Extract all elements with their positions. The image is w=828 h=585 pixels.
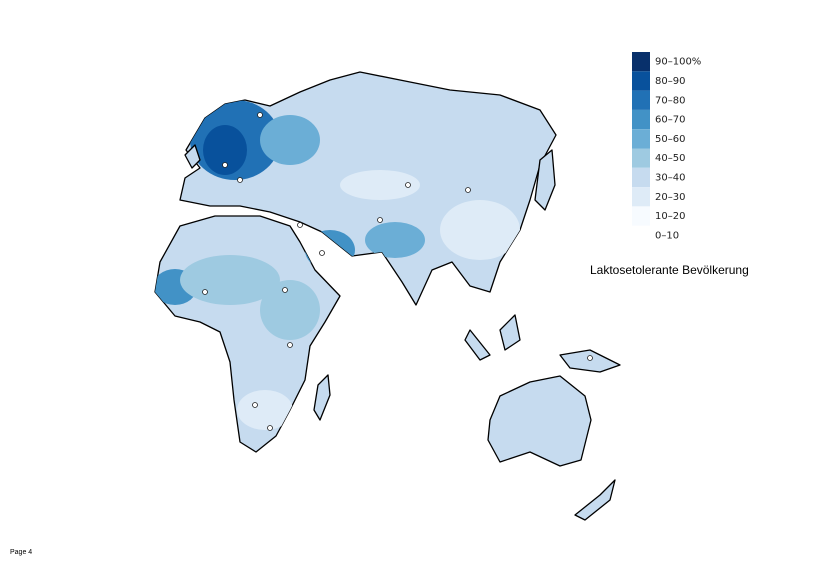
island bbox=[464, 329, 491, 361]
legend-swatch bbox=[632, 90, 650, 110]
point bbox=[465, 187, 471, 193]
point bbox=[267, 425, 273, 431]
point bbox=[405, 182, 411, 188]
legend-label: 50–60 bbox=[655, 134, 685, 145]
island bbox=[313, 374, 331, 421]
page-number: Page 4 bbox=[10, 549, 32, 556]
point bbox=[377, 217, 383, 223]
legend-swatch bbox=[632, 187, 650, 207]
legend-label: 70–80 bbox=[655, 95, 685, 106]
point bbox=[252, 402, 258, 408]
australia bbox=[487, 375, 592, 467]
point bbox=[282, 287, 288, 293]
point bbox=[257, 112, 263, 118]
island bbox=[499, 314, 521, 351]
point bbox=[287, 342, 293, 348]
legend-swatch bbox=[632, 129, 650, 149]
legend-label: 0–10 bbox=[655, 230, 679, 241]
legend-swatch bbox=[632, 52, 650, 72]
legend-title: Laktosetolerante Bevölkerung bbox=[590, 263, 749, 277]
legend-label: 90–100% bbox=[655, 57, 701, 68]
island bbox=[574, 479, 616, 521]
point bbox=[297, 222, 303, 228]
legend-label: 20–30 bbox=[655, 192, 685, 203]
point bbox=[319, 250, 325, 256]
legend-label: 40–50 bbox=[655, 153, 685, 164]
point bbox=[237, 177, 243, 183]
legend-label: 80–90 bbox=[655, 76, 685, 87]
legend-swatch bbox=[632, 71, 650, 91]
legend-label: 30–40 bbox=[655, 172, 685, 183]
island bbox=[534, 149, 556, 211]
legend: 90–100% 80–90 70–80 60–70 50–60 40–50 30–40 20–… bbox=[632, 52, 701, 245]
point bbox=[587, 355, 593, 361]
legend-swatch bbox=[632, 109, 650, 130]
sample-points bbox=[202, 112, 593, 431]
island bbox=[559, 349, 621, 373]
island bbox=[184, 144, 201, 169]
point bbox=[202, 289, 208, 295]
map bbox=[154, 71, 621, 521]
legend-swatch bbox=[632, 225, 650, 245]
legend-swatch bbox=[632, 206, 650, 226]
legend-swatch bbox=[632, 148, 650, 168]
point bbox=[222, 162, 228, 168]
legend-swatch bbox=[632, 167, 650, 188]
legend-label: 60–70 bbox=[655, 115, 685, 126]
legend-label: 10–20 bbox=[655, 211, 685, 222]
